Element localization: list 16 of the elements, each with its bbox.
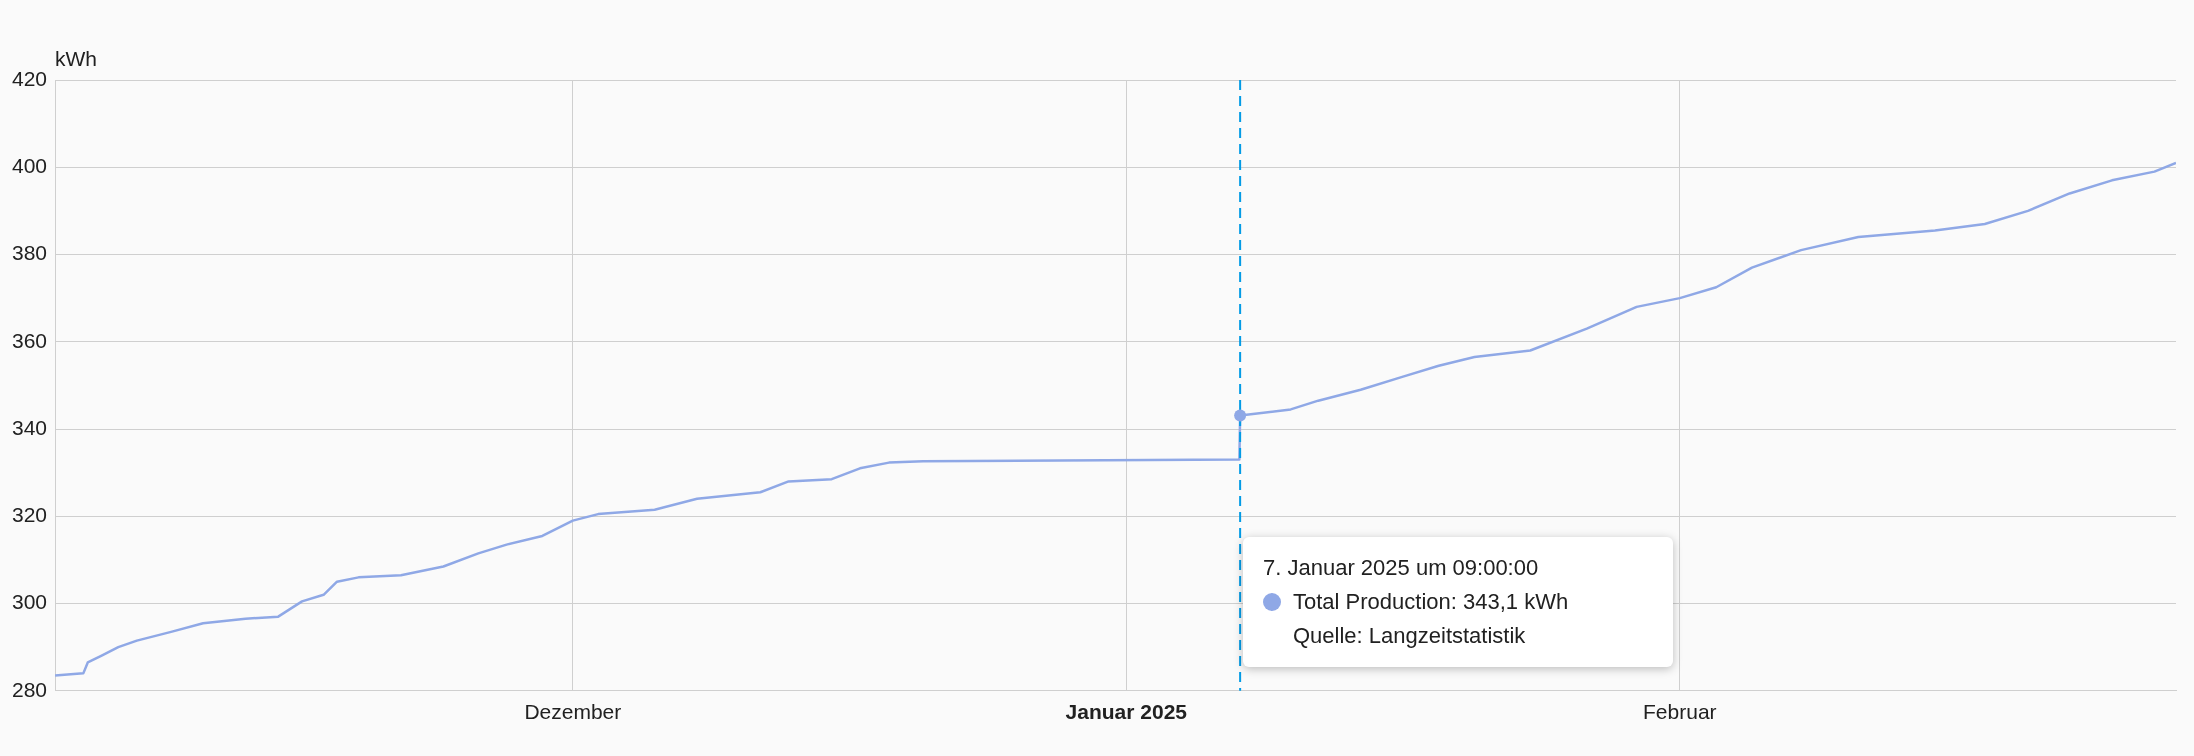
x-tick-label: Dezember	[524, 700, 622, 724]
annotation: Quelle: Langzeitstatistik	[1292, 622, 1527, 650]
y-tick-label: 280	[11, 677, 48, 701]
y-tick-label: 420	[11, 66, 48, 90]
y-tick-label: 340	[11, 415, 48, 439]
x-tick-label: Januar 2025	[1065, 700, 1188, 724]
annotation: 7. Januar 2025 um 09:00:00	[1263, 554, 1540, 582]
y-axis-title: kWh	[55, 47, 98, 70]
y-tick-label: 300	[11, 590, 48, 614]
annotation: Total Production: 343,1 kWh	[1293, 588, 1569, 616]
y-tick-label: 320	[11, 503, 48, 527]
y-tick-label: 380	[11, 241, 48, 265]
x-tick-label: Februar	[1643, 700, 1717, 724]
tooltip-panel: 7. Januar 2025 um 09:00:00 Total Production: 343,1 kWh Quelle: Langzeitstatistik	[1243, 537, 1673, 667]
y-tick-label: 360	[11, 328, 48, 352]
y-tick-label: 400	[11, 154, 48, 178]
